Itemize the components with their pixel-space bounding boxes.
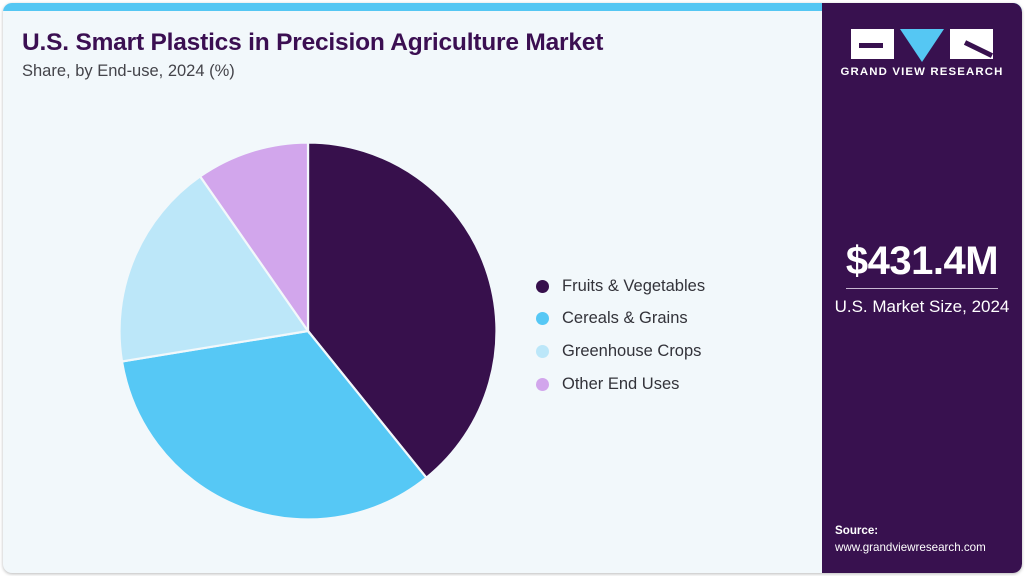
- pie-slice-group: [118, 141, 498, 521]
- pie-chart-svg: [118, 141, 498, 521]
- legend-color-swatch-icon: [536, 344, 549, 358]
- source-url[interactable]: www.grandviewresearch.com: [835, 541, 986, 555]
- legend-item-label: Other End Uses: [562, 374, 680, 393]
- pie-slice[interactable]: [198, 141, 310, 335]
- legend-color-swatch-icon: [536, 279, 549, 293]
- page-subtitle: Share, by End-use, 2024 (%): [22, 62, 235, 80]
- market-size-value: $431.4M: [845, 239, 999, 283]
- market-size-block: $431.4M U.S. Market Size, 2024: [822, 240, 1022, 318]
- main-card: U.S. Smart Plastics in Precision Agricul…: [3, 3, 1022, 573]
- logo-letter-g-icon: [851, 29, 894, 59]
- legend-item[interactable]: Fruits & Vegetables: [536, 270, 786, 303]
- market-size-caption: U.S. Market Size, 2024: [834, 297, 1010, 316]
- top-accent-bar: [3, 3, 1022, 11]
- pie-chart: [113, 136, 503, 526]
- pie-slice[interactable]: [118, 174, 310, 363]
- legend-item[interactable]: Greenhouse Crops: [536, 335, 786, 368]
- brand-side-panel: GRAND VIEW RESEARCH $431.4M U.S. Market …: [822, 3, 1022, 573]
- chart-legend: Fruits & Vegetables Cereals & Grains Gre…: [536, 270, 786, 400]
- legend-item[interactable]: Other End Uses: [536, 368, 786, 401]
- grand-view-research-logo: GRAND VIEW RESEARCH: [822, 29, 1022, 78]
- pie-slice[interactable]: [120, 329, 428, 521]
- legend-color-swatch-icon: [536, 377, 549, 391]
- pie-slice[interactable]: [306, 141, 498, 480]
- logo-letter-v-triangle-icon: [900, 29, 944, 62]
- source-label: Source:: [835, 524, 879, 538]
- source-block: Source: www.grandviewresearch.com: [835, 523, 1020, 557]
- legend-item-label: Greenhouse Crops: [562, 341, 702, 360]
- legend-item-label: Fruits & Vegetables: [562, 276, 706, 295]
- legend-color-swatch-icon: [536, 312, 549, 326]
- legend-item[interactable]: Cereals & Grains: [536, 303, 786, 336]
- legend-item-label: Cereals & Grains: [562, 309, 688, 328]
- page-title: U.S. Smart Plastics in Precision Agricul…: [22, 29, 604, 56]
- logo-letter-r-icon: [950, 29, 993, 59]
- logo-marks: [822, 29, 1022, 62]
- market-size-divider: [846, 288, 998, 289]
- logo-wordmark: GRAND VIEW RESEARCH: [840, 66, 1004, 78]
